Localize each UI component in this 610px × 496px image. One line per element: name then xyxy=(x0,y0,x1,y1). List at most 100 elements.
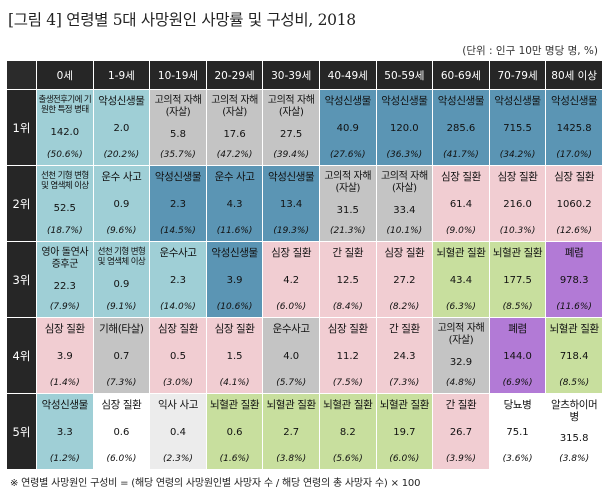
rank-row: 3위 영아 돌연사 증후군 22.3 (7.9%) 선천 기형 변형 및 염색체 이상 0… xyxy=(6,241,603,318)
cause-cell: 악성신생물 715.5 (34.2%) xyxy=(488,89,547,166)
cause-cell: 심장 질환 0.5 (3.0%) xyxy=(149,317,207,394)
cause-name: 고의적 자해(자살) xyxy=(267,95,315,118)
cause-cell: 심장 질환 1060.2 (12.6%) xyxy=(545,165,603,242)
composition-ratio: (9.0%) xyxy=(446,226,476,236)
cause-name: 간 질환 xyxy=(445,399,477,411)
cause-table: 0세 1-9세 10-19세 20-29세 30-39세 40-49세 50-59세 60-6… xyxy=(6,60,603,470)
cause-name: 심장 질환 xyxy=(440,171,481,183)
cause-cell: 출생전후기에 기원한 특정 병태 142.0 (50.6%) xyxy=(36,89,94,166)
cause-name: 기해(타살) xyxy=(99,323,144,335)
cause-name: 고의적 자해(자살) xyxy=(211,95,258,118)
composition-ratio: (34.2%) xyxy=(499,150,536,160)
composition-ratio: (8.4%) xyxy=(332,302,363,312)
composition-ratio: (6.0%) xyxy=(276,302,307,312)
cause-cell: 뇌혈관 질환 0.6 (1.6%) xyxy=(205,393,264,470)
death-rate-value: 2.3 xyxy=(170,275,186,286)
cause-cell: 간 질환 24.3 (7.3%) xyxy=(375,317,434,394)
death-rate-value: 24.3 xyxy=(393,351,416,362)
cause-cell: 운수사고 4.0 (5.7%) xyxy=(262,317,320,394)
rank-label: 1위 xyxy=(6,89,37,166)
death-rate-value: 32.9 xyxy=(449,357,473,368)
composition-ratio: (8.5%) xyxy=(559,378,590,388)
cause-name: 선천 기형 변형 및 염색체 이상 xyxy=(41,171,89,191)
death-rate-value: 0.9 xyxy=(113,199,130,210)
composition-ratio: (7.5%) xyxy=(332,378,363,388)
cause-cell: 뇌혈관 질환 2.7 (3.8%) xyxy=(262,393,320,470)
death-rate-value: 4.3 xyxy=(226,199,243,210)
cause-name: 악성신생물 xyxy=(154,171,202,183)
cause-name: 악성신생물 xyxy=(211,247,258,259)
composition-ratio: (7.3%) xyxy=(389,378,420,388)
cause-name: 뇌혈관 질환 xyxy=(323,399,373,411)
corner-cell xyxy=(6,60,37,90)
composition-ratio: (27.6%) xyxy=(329,150,366,160)
column-header-age: 0세 xyxy=(36,60,94,90)
composition-ratio: (3.0%) xyxy=(163,378,193,388)
death-rate-value: 11.2 xyxy=(336,351,359,362)
death-rate-value: 19.7 xyxy=(393,427,416,438)
cause-cell: 심장 질환 216.0 (10.3%) xyxy=(488,165,547,242)
cause-cell: 간 질환 26.7 (3.9%) xyxy=(432,393,490,470)
death-rate-value: 27.5 xyxy=(280,129,303,140)
death-rate-value: 40.9 xyxy=(336,123,359,134)
cause-name: 익사 사고 xyxy=(157,399,198,411)
cause-name: 고의적 자해(자살) xyxy=(380,171,428,194)
death-rate-value: 75.1 xyxy=(506,427,529,438)
rank-row: 5위 악성신생물 3.3 (1.2%) 심장 질환 0.6 (6.0%) 익사 사고 0.4 (2… xyxy=(6,393,603,470)
composition-ratio: (3.9%) xyxy=(446,454,476,464)
composition-ratio: (3.8%) xyxy=(276,454,307,464)
composition-ratio: (3.6%) xyxy=(502,454,533,464)
death-rate-value: 0.4 xyxy=(170,427,186,438)
composition-ratio: (1.2%) xyxy=(49,454,80,464)
cause-name: 운수사고 xyxy=(272,323,310,335)
death-rate-value: 8.2 xyxy=(339,427,356,438)
cause-cell: 심장 질환 1.5 (4.1%) xyxy=(205,317,264,394)
cause-name: 심장 질환 xyxy=(497,171,538,183)
composition-ratio: (18.7%) xyxy=(46,226,83,236)
death-rate-value: 1060.2 xyxy=(556,199,592,210)
rank-label: 3위 xyxy=(6,241,37,318)
cause-name: 간 질환 xyxy=(332,247,364,259)
composition-ratio: (14.5%) xyxy=(160,226,196,236)
death-rate-value: 0.6 xyxy=(113,427,130,438)
rank-label: 5위 xyxy=(6,393,37,470)
composition-ratio: (9.6%) xyxy=(106,226,137,236)
cause-name: 당뇨병 xyxy=(503,399,532,411)
cause-cell: 뇌혈관 질환 19.7 (6.0%) xyxy=(375,393,434,470)
cause-cell: 심장 질환 61.4 (9.0%) xyxy=(432,165,490,242)
cause-cell: 악성신생물 120.0 (36.3%) xyxy=(375,89,434,166)
cause-cell: 고의적 자해(자살) 31.5 (21.3%) xyxy=(318,165,377,242)
composition-ratio: (6.0%) xyxy=(389,454,420,464)
cause-cell: 뇌혈관 질환 8.2 (5.6%) xyxy=(318,393,377,470)
death-rate-value: 2.0 xyxy=(113,123,130,134)
composition-ratio: (35.7%) xyxy=(160,150,196,160)
composition-ratio: (5.7%) xyxy=(276,378,307,388)
cause-name: 뇌혈관 질환 xyxy=(209,399,260,411)
cause-cell: 운수 사고 0.9 (9.6%) xyxy=(92,165,151,242)
cause-name: 운수 사고 xyxy=(101,171,142,183)
death-rate-value: 0.7 xyxy=(113,351,130,362)
composition-ratio: (3.8%) xyxy=(559,454,590,464)
death-rate-value: 0.5 xyxy=(170,351,186,362)
composition-ratio: (12.6%) xyxy=(556,226,592,236)
cause-name: 간 질환 xyxy=(389,323,420,335)
cause-cell: 고의적 자해(자살) 5.8 (35.7%) xyxy=(149,89,207,166)
cause-name: 악성신생물 xyxy=(494,95,541,107)
cause-cell: 악성신생물 3.3 (1.2%) xyxy=(36,393,94,470)
cause-cell: 심장 질환 0.6 (6.0%) xyxy=(92,393,151,470)
composition-ratio: (20.2%) xyxy=(103,150,140,160)
death-rate-value: 61.4 xyxy=(449,199,473,210)
death-rate-value: 715.5 xyxy=(503,123,532,134)
death-rate-value: 2.7 xyxy=(283,427,300,438)
death-rate-value: 1425.8 xyxy=(556,123,592,134)
death-rate-value: 718.4 xyxy=(559,351,589,362)
cause-name: 악성신생물 xyxy=(41,399,89,411)
rank-label: 4위 xyxy=(6,317,37,394)
composition-ratio: (36.3%) xyxy=(386,150,423,160)
death-rate-value: 177.5 xyxy=(503,275,532,286)
composition-ratio: (7.3%) xyxy=(106,378,137,388)
cause-cell: 심장 질환 27.2 (8.2%) xyxy=(375,241,434,318)
cause-cell: 선천 기형 변형 및 염색체 이상 0.9 (9.1%) xyxy=(92,241,151,318)
death-rate-value: 0.9 xyxy=(113,279,130,290)
death-rate-value: 142.0 xyxy=(50,127,80,138)
